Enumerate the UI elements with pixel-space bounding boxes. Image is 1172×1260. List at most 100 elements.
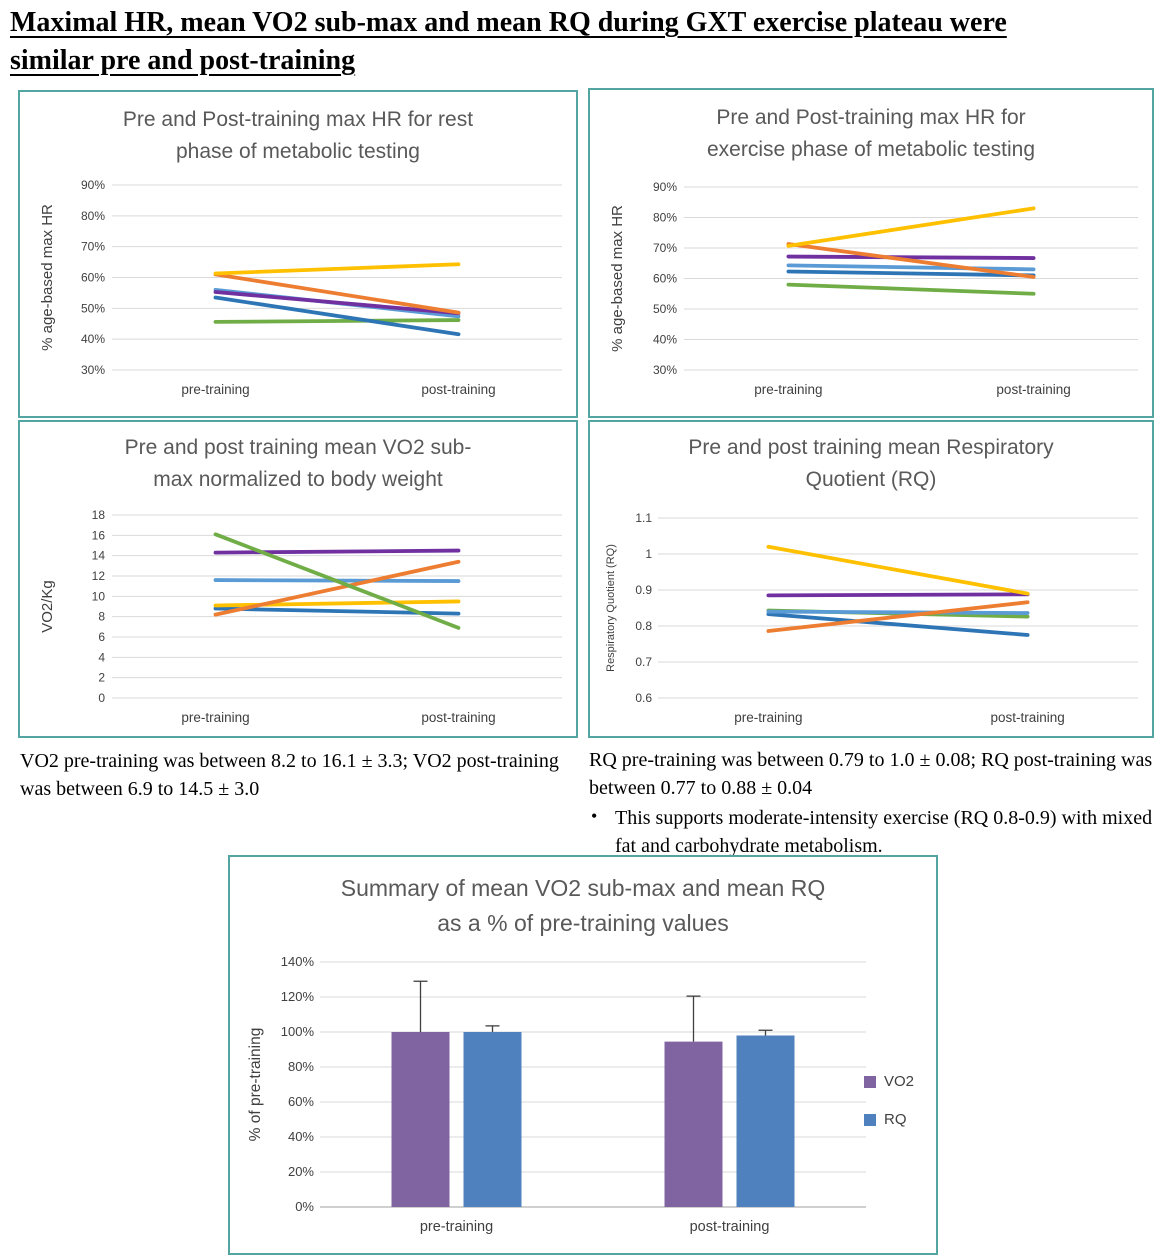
y-tick-label: 0.9 bbox=[635, 583, 652, 597]
rest-hr-gridlines: 90% 80% 70% 60% 50% 40% 30% bbox=[81, 178, 562, 377]
note-rq-text: RQ pre-training was between 0.79 to 1.0 … bbox=[589, 749, 1153, 799]
y-tick-label: 0% bbox=[295, 1199, 314, 1214]
y-tick-label: 60% bbox=[81, 271, 105, 285]
series-line-orange bbox=[766, 600, 1030, 633]
exercise-hr-chart: 90% 80% 70% 60% 50% 40% 30% % age-based max HR p… bbox=[609, 180, 1138, 397]
page-title-line-1: Maximal HR, mean VO2 sub-max and mean RQ… bbox=[10, 7, 1007, 38]
vo2-submax-gridlines: 18 16 14 12 10 8 6 4 2 0 bbox=[92, 508, 562, 705]
y-tick-label: 90% bbox=[653, 180, 677, 194]
chart-panel-rest-hr: Pre and Post-training max HR for rest ph… bbox=[18, 90, 578, 418]
x-category-label: pre-training bbox=[420, 1219, 493, 1235]
summary-title-line-2: as a % of pre-training values bbox=[437, 909, 729, 936]
note-rq-range: RQ pre-training was between 0.79 to 1.0 … bbox=[589, 746, 1167, 860]
x-category-label: pre-training bbox=[734, 710, 802, 725]
y-tick-label: 8 bbox=[98, 610, 105, 624]
vo2-chart: 18 16 14 12 10 8 6 4 2 0 VO2/Kg pre-training post-tr… bbox=[39, 508, 562, 725]
bar-RQ-post-training bbox=[736, 1035, 795, 1207]
y-tick-label: 10 bbox=[92, 589, 106, 603]
y-tick-label: 50% bbox=[653, 302, 677, 316]
series-line-purple bbox=[213, 290, 461, 316]
rq-chart: 1.1 1 0.9 0.8 0.7 0.6 Respiratory Quotient (RQ… bbox=[605, 511, 1138, 725]
rq-gridlines: 1.1 1 0.9 0.8 0.7 0.6 bbox=[635, 511, 1138, 705]
y-tick-label: 16 bbox=[92, 528, 106, 542]
chart-panel-summary: Summary of mean VO2 sub-max and mean RQ … bbox=[228, 855, 938, 1255]
summary-gridlines: 140% 120% 100% 80% 60% 40% 20% 0% bbox=[281, 954, 866, 1214]
chart-panel-vo2: Pre and post training mean VO2 sub- max … bbox=[18, 420, 578, 738]
series-line-green bbox=[213, 318, 461, 324]
series-line-orange bbox=[213, 272, 461, 315]
series-line-purple bbox=[786, 254, 1036, 260]
summary-chart-title: Summary of mean VO2 sub-max and mean RQ … bbox=[230, 871, 936, 940]
summary-title-line-1: Summary of mean VO2 sub-max and mean RQ bbox=[340, 875, 826, 901]
rq-title-line-1: Pre and post training mean Respiratory bbox=[688, 436, 1054, 459]
bar-VO2-pre-training bbox=[391, 1032, 450, 1207]
vo2-legend-swatch-icon bbox=[864, 1075, 876, 1088]
rest-hr-title-line-2: phase of metabolic testing bbox=[176, 139, 420, 163]
series-line-yellow bbox=[213, 262, 461, 276]
y-tick-label: 0.6 bbox=[635, 691, 652, 705]
series-line-dark-blue bbox=[786, 269, 1036, 278]
series-line-purple bbox=[766, 592, 1030, 598]
chart-panel-rq: Pre and post training mean Respiratory Q… bbox=[588, 420, 1154, 738]
vo2-legend-label: VO2 bbox=[884, 1073, 915, 1090]
series-line-green bbox=[786, 282, 1036, 296]
series-line-orange bbox=[213, 559, 461, 617]
series-line-orange bbox=[786, 242, 1036, 279]
x-category-label: post-training bbox=[690, 1219, 770, 1235]
y-tick-label: 60% bbox=[288, 1094, 314, 1109]
vo2-title-line-1: Pre and post training mean VO2 sub- bbox=[124, 436, 472, 459]
y-tick-label: 60% bbox=[653, 272, 677, 286]
rq-title-line-2: Quotient (RQ) bbox=[805, 467, 937, 491]
rq-legend-swatch-icon bbox=[864, 1113, 876, 1126]
y-tick-label: 90% bbox=[81, 178, 105, 192]
y-tick-label: 0 bbox=[98, 691, 105, 705]
y-tick-label: 100% bbox=[281, 1024, 315, 1039]
series-line-dark-blue bbox=[213, 295, 461, 337]
y-tick-label: 12 bbox=[92, 569, 106, 583]
legend-item-rq: RQ bbox=[864, 1111, 914, 1128]
page-title: Maximal HR, mean VO2 sub-max and mean RQ… bbox=[10, 4, 1166, 80]
y-axis-title: % of pre-training bbox=[247, 1028, 264, 1142]
series-line-light-blue bbox=[766, 609, 1030, 615]
rq-bullet-text: This supports moderate-intensity exercis… bbox=[615, 807, 1153, 857]
vo2-title-line-2: max normalized to body weight bbox=[153, 467, 443, 491]
legend-item-vo2: VO2 bbox=[864, 1073, 914, 1090]
note-vo2-range: VO2 pre-training was between 8.2 to 16.1… bbox=[20, 750, 559, 800]
rest-hr-chart: 90% 80% 70% 60% 50% 40% 30% % age-based max HR p… bbox=[39, 178, 562, 397]
exercise-hr-chart-title: Pre and Post-training max HR for exercis… bbox=[590, 102, 1152, 165]
series-line-yellow bbox=[766, 544, 1030, 596]
summary-chart: 140% 120% 100% 80% 60% 40% 20% 0% % of pre-train… bbox=[247, 954, 866, 1235]
x-category-label: post-training bbox=[421, 710, 495, 725]
bar-RQ-pre-training bbox=[463, 1032, 522, 1207]
exercise-hr-title-line-1: Pre and Post-training max HR for bbox=[716, 106, 1026, 129]
y-tick-label: 0.7 bbox=[635, 655, 652, 669]
y-tick-label: 80% bbox=[653, 211, 677, 225]
x-category-label: post-training bbox=[421, 382, 495, 397]
bullet-marker: • bbox=[591, 806, 598, 826]
rq-legend-label: RQ bbox=[884, 1111, 907, 1128]
y-axis-title: % age-based max HR bbox=[609, 205, 626, 352]
y-tick-label: 80% bbox=[288, 1059, 314, 1074]
exercise-hr-title-line-2: exercise phase of metabolic testing bbox=[706, 137, 1035, 161]
x-category-label: pre-training bbox=[181, 382, 249, 397]
y-tick-label: 0.8 bbox=[635, 619, 652, 633]
rq-chart-title: Pre and post training mean Respiratory Q… bbox=[590, 432, 1152, 495]
x-category-label: post-training bbox=[996, 382, 1070, 397]
exercise-hr-gridlines: 90% 80% 70% 60% 50% 40% 30% bbox=[653, 180, 1138, 377]
y-tick-label: 50% bbox=[81, 301, 105, 315]
y-tick-label: 30% bbox=[81, 363, 105, 377]
y-tick-label: 14 bbox=[92, 549, 106, 563]
y-tick-label: 70% bbox=[81, 240, 105, 254]
bar-VO2-post-training bbox=[664, 1041, 723, 1207]
bar-chart-legend: VO2 RQ bbox=[864, 1073, 914, 1128]
y-tick-label: 140% bbox=[281, 954, 315, 969]
series-line-dark-blue bbox=[766, 612, 1030, 637]
y-tick-label: 6 bbox=[98, 630, 105, 644]
vo2-chart-title: Pre and post training mean VO2 sub- max … bbox=[20, 432, 576, 495]
x-category-label: post-training bbox=[990, 710, 1064, 725]
page-title-line-2: similar pre and post-training bbox=[10, 44, 356, 76]
y-tick-label: 1 bbox=[645, 547, 652, 561]
series-line-yellow bbox=[786, 206, 1036, 248]
y-axis-title: VO2/Kg bbox=[39, 580, 56, 633]
y-tick-label: 80% bbox=[81, 209, 105, 223]
